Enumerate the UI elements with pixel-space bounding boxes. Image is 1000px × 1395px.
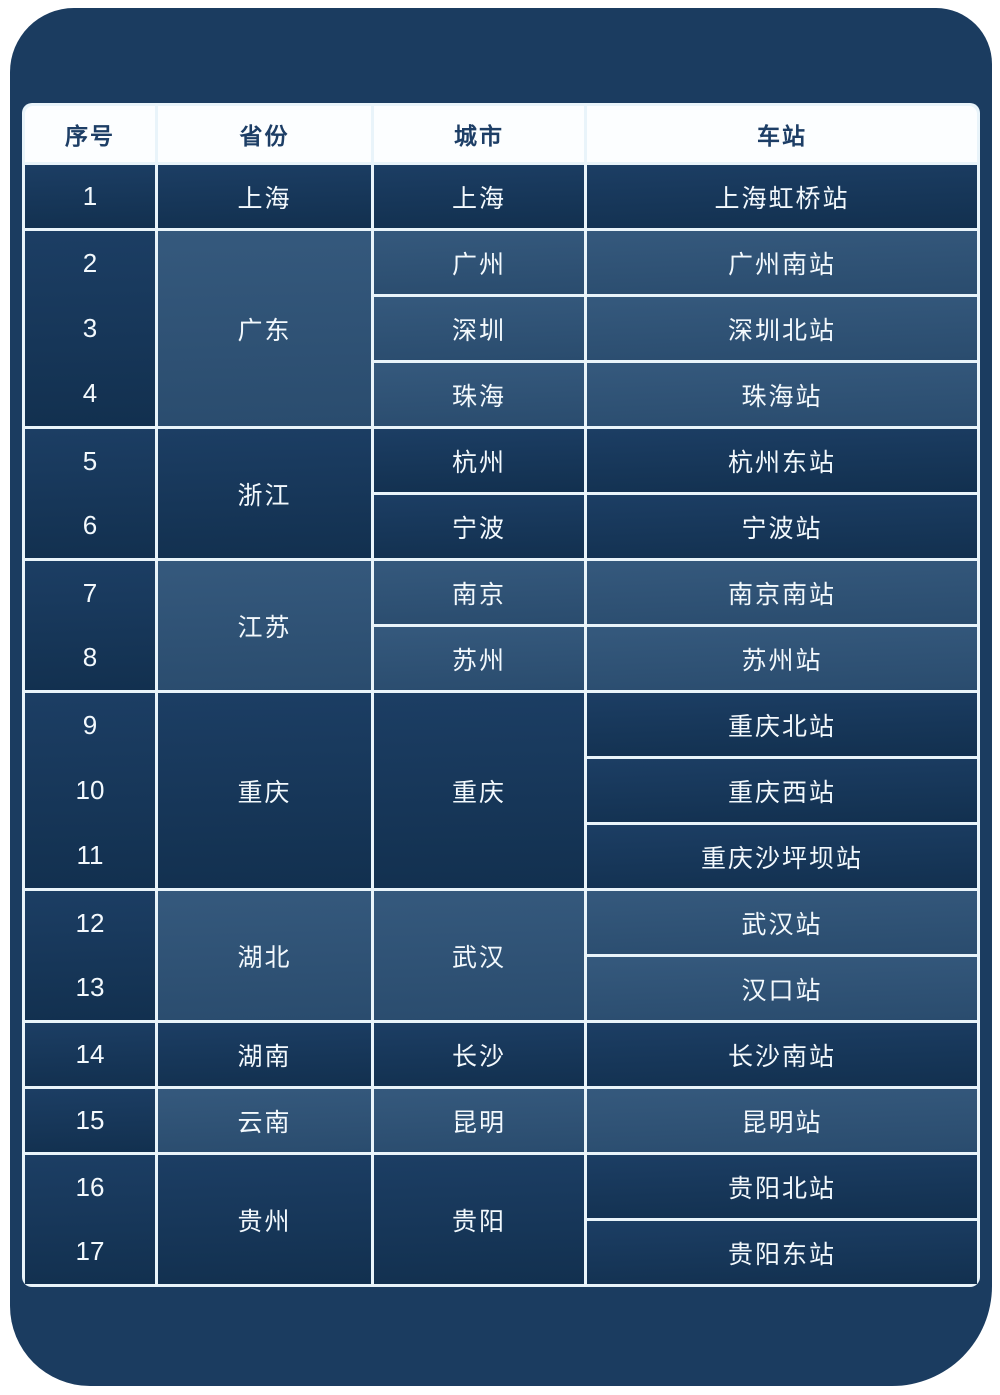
province-cell: 贵州 — [158, 1155, 371, 1284]
province-cell: 云南 — [158, 1089, 371, 1152]
stations-table: 序号 省份 城市 车站 1 上海 上海 上海虹桥站 2 3 4 广东 广州 广州南站 深圳 深圳北站 珠海 珠海站… — [22, 103, 980, 1287]
province-cell: 湖北 — [158, 891, 371, 1020]
station-cell: 重庆西站 — [587, 759, 977, 822]
city-cell: 苏州 — [374, 627, 584, 690]
seq-number: 13 — [75, 972, 105, 1003]
seq-cell: 15 — [25, 1089, 155, 1152]
city-cell: 宁波 — [374, 495, 584, 558]
seq-number: 5 — [82, 445, 98, 476]
city-cell: 杭州 — [374, 429, 584, 492]
province-cell: 浙江 — [158, 429, 371, 558]
seq-number: 6 — [82, 510, 98, 541]
station-cell: 杭州东站 — [587, 429, 977, 492]
column-header-seq: 序号 — [25, 106, 155, 162]
seq-cell: 12 13 — [25, 891, 155, 1020]
seq-cell: 14 — [25, 1023, 155, 1086]
station-cell: 上海虹桥站 — [587, 165, 977, 228]
column-header-city: 城市 — [374, 106, 584, 162]
city-cell: 深圳 — [374, 297, 584, 360]
city-cell: 珠海 — [374, 363, 584, 426]
station-cell: 深圳北站 — [587, 297, 977, 360]
city-cell: 武汉 — [374, 891, 584, 1020]
city-cell: 上海 — [374, 165, 584, 228]
seq-cell: 16 17 — [25, 1155, 155, 1284]
city-cell: 南京 — [374, 561, 584, 624]
station-cell: 南京南站 — [587, 561, 977, 624]
seq-number: 2 — [82, 248, 98, 278]
card: 序号 省份 城市 车站 1 上海 上海 上海虹桥站 2 3 4 广东 广州 广州南站 深圳 深圳北站 珠海 珠海站… — [10, 8, 992, 1386]
seq-number: 14 — [75, 1039, 105, 1069]
station-cell: 汉口站 — [587, 957, 977, 1020]
seq-cell: 9 10 11 — [25, 693, 155, 888]
station-cell: 昆明站 — [587, 1089, 977, 1152]
seq-number: 9 — [82, 710, 98, 740]
column-header-station: 车站 — [587, 106, 977, 162]
station-cell: 宁波站 — [587, 495, 977, 558]
province-cell: 湖南 — [158, 1023, 371, 1086]
province-cell: 江苏 — [158, 561, 371, 690]
station-cell: 贵阳东站 — [587, 1221, 977, 1284]
province-cell: 上海 — [158, 165, 371, 228]
seq-number: 10 — [75, 775, 105, 805]
city-cell: 重庆 — [374, 693, 584, 888]
station-cell: 贵阳北站 — [587, 1155, 977, 1218]
province-cell: 重庆 — [158, 693, 371, 888]
station-cell: 广州南站 — [587, 231, 977, 294]
station-cell: 重庆沙坪坝站 — [587, 825, 977, 888]
city-cell: 昆明 — [374, 1089, 584, 1152]
city-cell: 广州 — [374, 231, 584, 294]
city-cell: 贵阳 — [374, 1155, 584, 1284]
seq-number: 7 — [82, 577, 98, 608]
seq-cell: 1 — [25, 165, 155, 228]
seq-number: 8 — [82, 642, 98, 673]
city-cell: 长沙 — [374, 1023, 584, 1086]
seq-number: 12 — [75, 907, 105, 938]
seq-number: 16 — [75, 1171, 105, 1202]
station-cell: 武汉站 — [587, 891, 977, 954]
seq-number: 4 — [82, 378, 98, 408]
seq-number: 3 — [82, 313, 98, 343]
column-header-province: 省份 — [158, 106, 371, 162]
seq-cell: 2 3 4 — [25, 231, 155, 426]
station-cell: 珠海站 — [587, 363, 977, 426]
seq-number: 17 — [75, 1236, 105, 1267]
station-cell: 苏州站 — [587, 627, 977, 690]
seq-number: 15 — [75, 1105, 105, 1135]
station-cell: 长沙南站 — [587, 1023, 977, 1086]
province-cell: 广东 — [158, 231, 371, 426]
seq-number: 11 — [76, 840, 104, 870]
seq-number: 1 — [82, 181, 98, 211]
station-cell: 重庆北站 — [587, 693, 977, 756]
